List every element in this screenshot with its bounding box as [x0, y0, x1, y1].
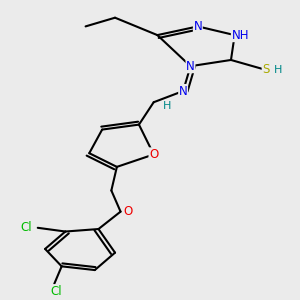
- Text: Cl: Cl: [50, 285, 62, 298]
- Text: N: N: [186, 60, 195, 73]
- Text: S: S: [262, 63, 270, 76]
- Text: Cl: Cl: [20, 221, 32, 234]
- Text: NH: NH: [231, 28, 249, 42]
- Text: O: O: [149, 148, 158, 161]
- Text: H: H: [274, 65, 282, 75]
- Text: N: N: [179, 85, 188, 98]
- Text: N: N: [194, 20, 202, 33]
- Text: O: O: [123, 205, 133, 218]
- Text: H: H: [162, 101, 171, 111]
